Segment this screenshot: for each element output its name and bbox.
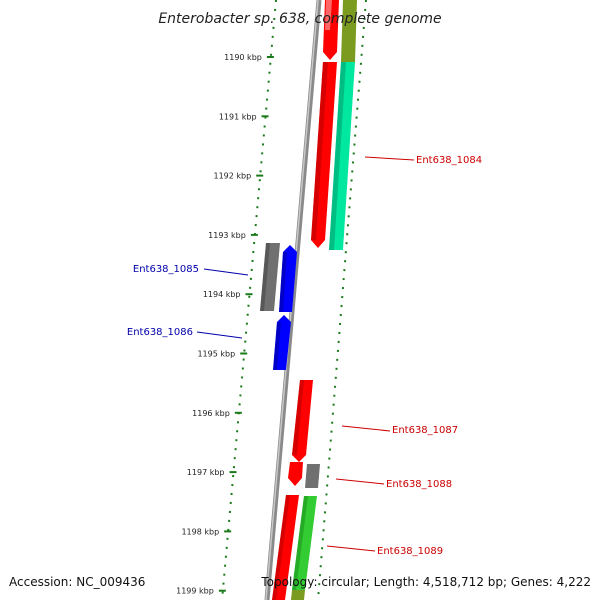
cds-feature (260, 243, 270, 311)
forward-features (272, 0, 357, 600)
cds-feature (273, 322, 281, 370)
ruler-tick-label: 1193 kbp (208, 231, 246, 240)
ruler-outer (317, 0, 367, 600)
ruler-tick-label: 1190 kbp (224, 53, 262, 62)
leader-line (196, 331, 243, 339)
ruler-tick-label: 1195 kbp (197, 350, 235, 359)
accession-text: Accession: NC_009436 (9, 575, 145, 589)
leader-line (203, 268, 249, 276)
cds-feature-pink (325, 0, 332, 30)
ruler-tick-label: 1196 kbp (192, 409, 230, 418)
leader-line (326, 545, 376, 552)
gene-labels: Ent638_1084 Ent638_1085 Ent638_1086 Ent6… (127, 155, 482, 557)
ruler-tick-label: 1194 kbp (203, 290, 241, 299)
gene-label: Ent638_1085 (133, 264, 199, 275)
cds-feature (341, 0, 357, 62)
leader-lines (196, 156, 415, 552)
ruler-tick-label: 1198 kbp (181, 527, 219, 536)
cds-feature (311, 62, 328, 240)
ruler-ticks: 1190 kbp 1191 kbp 1192 kbp 1193 kbp 1194 kbp… (176, 53, 274, 596)
cds-feature (292, 496, 308, 590)
ruler-tick-label: 1199 kbp (176, 587, 214, 596)
cds-feature (291, 590, 305, 600)
gene-label: Ent638_1087 (392, 425, 458, 436)
ruler-inner (221, 0, 277, 600)
gene-label: Ent638_1086 (127, 327, 193, 338)
gene-label: Ent638_1088 (386, 479, 452, 490)
cds-feature (288, 462, 303, 486)
cds-feature (329, 62, 346, 250)
cds-feature (279, 252, 287, 312)
topology-text: Topology: circular; Length: 4,518,712 bp… (260, 575, 591, 589)
leader-line (341, 425, 391, 432)
map-title: Enterobacter sp. 638, complete genome (158, 11, 441, 27)
gene-label: Ent638_1089 (377, 546, 443, 557)
gene-label: Ent638_1084 (416, 155, 482, 166)
cds-feature (305, 464, 320, 488)
reverse-features (260, 243, 297, 370)
ruler-tick-label: 1192 kbp (213, 172, 251, 181)
ruler-tick-label: 1197 kbp (187, 468, 225, 477)
leader-line (364, 156, 415, 161)
cds-feature (272, 495, 290, 600)
ruler-tick-label: 1191 kbp (219, 112, 257, 121)
leader-line (335, 478, 385, 485)
cds-feature (292, 380, 304, 455)
